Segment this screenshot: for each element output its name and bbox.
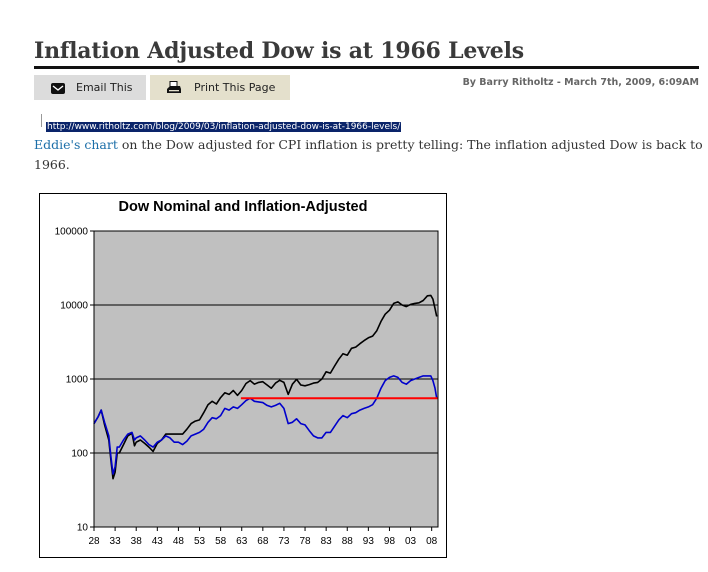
envelope-icon (50, 81, 66, 95)
x-tick-label: 43 (152, 536, 164, 547)
dow-chart: Dow Nominal and Inflation-Adjusted 10 100… (39, 193, 447, 558)
x-tick-label: 73 (278, 536, 290, 547)
x-tick-label: 58 (215, 536, 227, 547)
x-tick-label: 83 (321, 536, 333, 547)
eddies-chart-link[interactable]: Eddie's chart (34, 137, 118, 152)
x-tick-label: 63 (236, 536, 248, 547)
paragraph-text: on the Dow adjusted for CPI inflation is… (34, 137, 703, 172)
x-tick-label: 98 (384, 536, 396, 547)
x-tick-label: 38 (131, 536, 143, 547)
printer-icon (166, 80, 182, 95)
x-tick-label: 88 (342, 536, 354, 547)
print-page-button[interactable]: Print This Page (150, 75, 290, 100)
permalink-url[interactable]: http://www.ritholtz.com/blog/2009/03/inf… (46, 122, 402, 132)
series-line-inflation_adjusted (93, 375, 438, 475)
y-tick-label: 1000 (66, 375, 89, 386)
email-this-button[interactable]: Email This (34, 75, 146, 100)
x-tick-label: 48 (173, 536, 185, 547)
x-tick-label: 08 (426, 536, 438, 547)
plot-border (93, 230, 439, 528)
y-tick-label: 10000 (60, 301, 88, 312)
x-tick-label: 78 (299, 536, 311, 547)
post-title: Inflation Adjusted Dow is at 1966 Levels (34, 38, 524, 64)
series-line-nominal (93, 294, 438, 480)
permalink-box[interactable]: http://www.ritholtz.com/blog/2009/03/inf… (41, 114, 402, 132)
x-tick-label: 28 (88, 536, 100, 547)
post-byline: By Barry Ritholtz - March 7th, 2009, 6:0… (462, 77, 699, 88)
chart-svg: 10 100 1000 10000 100000 28 33 38 43 48 53 58 63 68 73… (55, 227, 439, 547)
x-tick-label: 03 (405, 536, 417, 547)
x-tick-label: 93 (363, 536, 375, 547)
y-tick-label: 100 (71, 449, 88, 460)
post-paragraph: Eddie's chart on the Dow adjusted for CP… (34, 135, 704, 175)
x-tick-label: 68 (257, 536, 269, 547)
print-page-label: Print This Page (194, 81, 276, 94)
email-this-label: Email This (76, 81, 133, 94)
y-tick-label: 100000 (55, 227, 89, 238)
chart-title: Dow Nominal and Inflation-Adjusted (118, 199, 368, 215)
y-tick-label: 10 (77, 523, 89, 534)
x-tick-label: 33 (110, 536, 122, 547)
title-divider (34, 66, 699, 69)
x-tick-label: 53 (194, 536, 206, 547)
